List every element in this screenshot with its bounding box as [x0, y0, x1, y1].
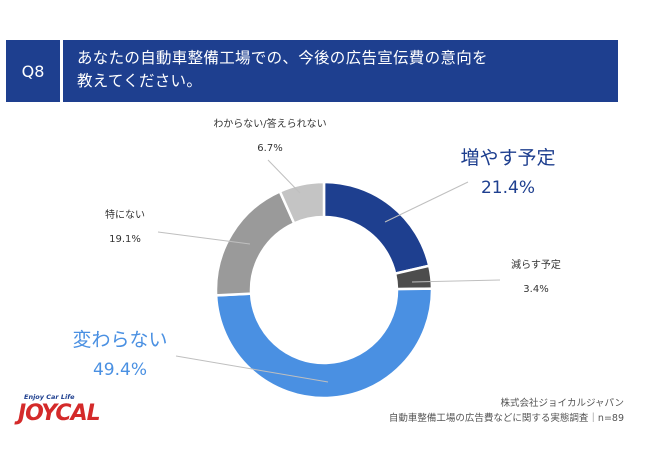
question-title: あなたの自動車整備工場での、今後の広告宣伝費の意向を 教えてください。 [63, 40, 618, 102]
slice-dont-know [278, 180, 326, 226]
label-no-change-category: 変わらない [72, 329, 168, 351]
leader-no-change [175, 355, 329, 383]
label-no-change-percent: 49.4% [92, 360, 147, 380]
label-increase: 増やす予定 21.4% [448, 143, 568, 203]
logo-wordmark: JOYCAL [18, 401, 101, 426]
label-dont-know: わからない/答えられない 6.7% [200, 113, 340, 161]
label-increase-percent: 21.4% [480, 178, 535, 198]
slice-nothing-particular [214, 189, 296, 297]
label-nothing-particular-category: 特にない [105, 210, 145, 221]
question-title-line2: 教えてください。 [77, 72, 203, 90]
leader-dont-know [267, 159, 301, 194]
question-header: Q8 あなたの自動車整備工場での、今後の広告宣伝費の意向を 教えてください。 [6, 40, 618, 102]
label-dont-know-category: わからない/答えられない [213, 119, 327, 130]
joycal-logo: Enjoy Car Life JOYCAL [18, 393, 108, 437]
label-increase-category: 増やす予定 [460, 147, 556, 169]
leader-nothing-particular [157, 231, 251, 245]
label-nothing-particular: 特にない 19.1% [90, 204, 160, 252]
source-footer: 株式会社ジョイカルジャパン 自動車整備工場の広告費などに関する実態調査｜n=89 [389, 396, 624, 426]
logo-tagline: Enjoy Car Life [24, 393, 75, 401]
footer-company: 株式会社ジョイカルジャパン [500, 398, 624, 409]
leader-increase [384, 181, 469, 223]
footer-survey: 自動車整備工場の広告費などに関する実態調査｜n=89 [388, 413, 624, 424]
label-dont-know-percent: 6.7% [257, 143, 283, 154]
label-decrease-category: 減らす予定 [511, 260, 561, 271]
label-nothing-particular-percent: 19.1% [109, 234, 141, 245]
label-no-change: 変わらない 49.4% [60, 325, 180, 385]
leader-decrease [411, 279, 501, 283]
question-title-line1: あなたの自動車整備工場での、今後の広告宣伝費の意向を [77, 49, 488, 67]
question-number: Q8 [6, 40, 60, 102]
label-decrease: 減らす予定 3.4% [496, 254, 576, 302]
label-decrease-percent: 3.4% [523, 284, 549, 295]
slice-no-change [214, 287, 434, 400]
slice-increase [322, 180, 431, 276]
